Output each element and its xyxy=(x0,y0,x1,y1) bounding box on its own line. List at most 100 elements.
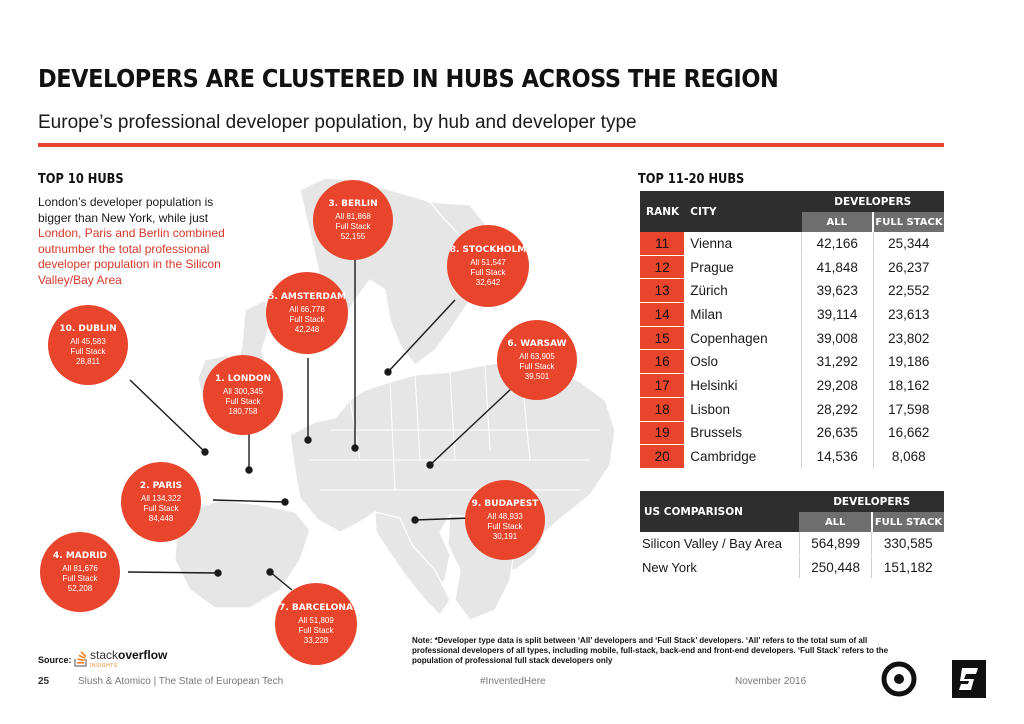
hub-all: All 81,868 xyxy=(335,211,371,221)
logo-text-overflow: overflow xyxy=(118,648,168,662)
table-row: 13 Zürich 39,623 22,552 xyxy=(640,278,944,304)
hub-fs-label: Full Stack xyxy=(487,521,523,531)
col-fullstack-header: FULL STACK xyxy=(873,212,944,232)
all-cell: 26,635 xyxy=(801,421,874,446)
us-col-developers-header: DEVELOPERS xyxy=(799,491,944,512)
fullstack-cell: 330,585 xyxy=(871,532,944,556)
hub-name: 5. AMSTERDAM xyxy=(268,291,346,302)
all-cell: 39,114 xyxy=(801,302,874,327)
hub-all: All 45,583 xyxy=(70,336,106,346)
top20-heading: TOP 11-20 HUBS xyxy=(638,172,745,187)
hub-fs: 33,228 xyxy=(303,635,329,645)
rank-cell: 19 xyxy=(640,421,685,446)
hub-fs: 28,811 xyxy=(76,356,100,366)
city-cell: Milan xyxy=(684,302,802,327)
hub-fs-label: Full Stack xyxy=(335,221,371,231)
atomico-logo-icon xyxy=(881,661,917,697)
fullstack-cell: 23,802 xyxy=(872,326,944,351)
hub-all: All 300,345 xyxy=(222,386,264,396)
city-cell: Cambridge xyxy=(684,444,802,469)
hub-bubble-paris: 2. PARIS All 134,322 Full Stack 84,448 xyxy=(121,462,201,542)
top10-heading: TOP 10 HUBS xyxy=(38,172,124,187)
slush-logo-icon xyxy=(952,660,986,698)
title-divider xyxy=(38,143,944,147)
all-cell: 39,008 xyxy=(801,326,874,351)
hub-name: 7. BARCELONA xyxy=(279,602,353,613)
rank-cell: 17 xyxy=(640,373,685,398)
hub-name: 1. LONDON xyxy=(214,373,272,384)
footnote: Note: *Developer type data is split betw… xyxy=(412,636,889,665)
hub-bubble-stockholm: 8. STOCKHOLM All 51,547 Full Stack 32,64… xyxy=(447,225,529,307)
rank-cell: 11 xyxy=(640,232,685,256)
hub-all: All 66,778 xyxy=(289,304,325,314)
top10-intro: London’s developer population is bigger … xyxy=(38,195,243,288)
hub-fs: 180,758 xyxy=(228,406,258,416)
hub-fs: 30,191 xyxy=(492,531,518,541)
us-comparison-table: US COMPARISON DEVELOPERS ALL FULL STACK … xyxy=(640,491,944,580)
logo-sub: INSIGHTS xyxy=(90,663,118,669)
table-row: New York 250,448 151,182 xyxy=(640,555,944,580)
fullstack-cell: 22,552 xyxy=(872,278,944,304)
rank-cell: 15 xyxy=(640,326,685,351)
hub-bubble-warsaw: 6. WARSAW All 63,905 Full Stack 39,501 xyxy=(497,320,577,400)
hub-bubble-london: 1. LONDON All 300,345 Full Stack 180,758 xyxy=(203,355,283,435)
city-cell: Copenhagen xyxy=(684,326,802,351)
date-text: November 2016 xyxy=(735,676,807,687)
table-row: 19 Brussels 26,635 16,662 xyxy=(640,421,944,446)
page-subtitle: Europe’s professional developer populati… xyxy=(38,112,637,133)
hub-name: 2. PARIS xyxy=(139,480,183,491)
logo-text-stack: stack xyxy=(90,648,119,662)
all-cell: 564,899 xyxy=(798,532,872,556)
hub-all: All 51,547 xyxy=(470,257,506,267)
fullstack-cell: 17,598 xyxy=(872,397,944,422)
table-row: 20 Cambridge 14,536 8,068 xyxy=(640,444,944,469)
us-heading: US COMPARISON xyxy=(640,491,800,532)
hub-all: All 48,933 xyxy=(487,511,523,521)
hub-fs-label: Full Stack xyxy=(298,625,334,635)
city-cell: Brussels xyxy=(684,421,802,446)
hub-bubble-berlin: 3. BERLIN All 81,868 Full Stack 52,155 xyxy=(313,180,393,260)
us-col-fullstack-header: FULL STACK xyxy=(871,512,944,532)
hub-fs: 42,248 xyxy=(294,324,320,334)
city-cell: Oslo xyxy=(684,349,802,375)
top20-table: RANK CITY DEVELOPERS ALL FULL STACK 11 Vi… xyxy=(640,191,944,469)
city-cell: New York xyxy=(640,555,800,580)
hub-name: 3. BERLIN xyxy=(328,198,378,209)
hub-name: 8. STOCKHOLM xyxy=(449,244,527,255)
fullstack-cell: 19,186 xyxy=(872,349,944,375)
us-col-all-header: ALL xyxy=(799,512,873,532)
rank-cell: 20 xyxy=(640,444,685,469)
fullstack-cell: 151,182 xyxy=(871,555,944,580)
table-row: 17 Helsinki 29,208 18,162 xyxy=(640,373,944,398)
page-number: 25 xyxy=(38,676,50,687)
hub-fs: 32,642 xyxy=(475,277,501,287)
hub-bubble-madrid: 4. MADRID All 81,676 Full Stack 52,208 xyxy=(40,532,120,612)
page-title: DEVELOPERS ARE CLUSTERED IN HUBS ACROSS … xyxy=(38,64,779,93)
fullstack-cell: 16,662 xyxy=(872,421,944,446)
city-cell: Silicon Valley / Bay Area xyxy=(640,532,800,556)
table-row: 11 Vienna 42,166 25,344 xyxy=(640,232,944,256)
col-city-header: CITY xyxy=(684,191,802,232)
publisher-text: Slush & Atomico | The State of European … xyxy=(78,676,284,687)
fullstack-cell: 18,162 xyxy=(872,373,944,398)
table-row: 18 Lisbon 28,292 17,598 xyxy=(640,397,944,422)
table-row: Silicon Valley / Bay Area 564,899 330,585 xyxy=(640,532,944,556)
stackoverflow-logo-icon xyxy=(74,651,87,667)
hub-fs-label: Full Stack xyxy=(225,396,261,406)
col-developers-header: DEVELOPERS xyxy=(801,191,944,212)
all-cell: 14,536 xyxy=(801,444,874,469)
hub-bubble-budapest: 9. BUDAPEST All 48,933 Full Stack 30,191 xyxy=(465,480,545,560)
all-cell: 41,848 xyxy=(801,255,874,280)
all-cell: 39,623 xyxy=(801,278,874,304)
rank-cell: 13 xyxy=(640,278,685,304)
all-cell: 29,208 xyxy=(801,373,874,398)
hub-bubble-dublin: 10. DUBLIN All 45,583 Full Stack 28,811 xyxy=(48,305,128,385)
hub-bubble-barcelona: 7. BARCELONA All 51,809 Full Stack 33,22… xyxy=(275,583,357,665)
hub-fs-label: Full Stack xyxy=(470,267,506,277)
rank-cell: 16 xyxy=(640,349,685,375)
fullstack-cell: 25,344 xyxy=(872,232,944,256)
hub-name: 10. DUBLIN xyxy=(59,323,117,334)
all-cell: 28,292 xyxy=(801,397,874,422)
col-rank-header: RANK xyxy=(640,191,685,232)
